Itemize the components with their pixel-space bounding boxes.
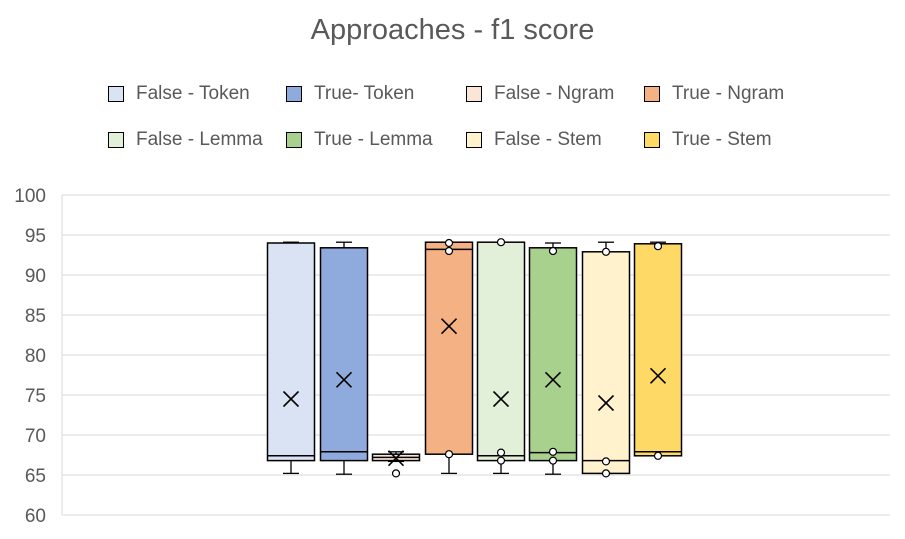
- legend-item-2: False - Ngram: [466, 83, 614, 105]
- box-4-outlier-2: [496, 456, 506, 465]
- box-5-mean-marker: [544, 371, 562, 388]
- box-5-outlier-2: [548, 456, 558, 465]
- legend-swatch: [466, 86, 482, 102]
- y-tick-label-2: 70: [25, 426, 46, 447]
- legend-item-0: False - Token: [108, 83, 250, 105]
- y-tick-label-7: 95: [25, 226, 46, 247]
- legend-label: True- Token: [314, 83, 415, 104]
- legend-label: True - Ngram: [672, 83, 785, 104]
- box-4-outlier-1: [496, 448, 506, 457]
- box-6-outlier-2: [601, 469, 611, 478]
- y-tick-label-4: 80: [25, 346, 46, 367]
- box-1-iqr: [319, 247, 369, 462]
- box-2-mean-marker: [387, 450, 405, 467]
- chart-title: Approaches - f1 score: [310, 14, 595, 46]
- y-tick-label-3: 75: [25, 386, 46, 407]
- box-6-iqr: [581, 251, 631, 475]
- box-7-outlier-0: [653, 242, 663, 251]
- legend-swatch: [466, 132, 482, 148]
- box-6-mean-marker: [597, 394, 615, 412]
- box-1-mean-marker: [335, 371, 353, 388]
- box-3-outlier-1: [444, 246, 454, 256]
- box-4-mean-marker: [492, 390, 510, 408]
- box-7-iqr: [633, 243, 683, 457]
- legend-item-1: True- Token: [286, 83, 414, 105]
- legend-swatch: [108, 86, 124, 102]
- box-0-iqr: [266, 242, 316, 462]
- box-7-outlier-1: [653, 451, 663, 460]
- box-3-outlier-2: [444, 450, 454, 459]
- box-3-iqr: [424, 241, 474, 455]
- legend-item-3: True - Ngram: [644, 83, 784, 105]
- legend-item-7: True - Stem: [644, 129, 772, 151]
- y-tick-label-0: 60: [25, 506, 46, 527]
- box-4-iqr: [476, 241, 526, 462]
- box-6-outlier-1: [601, 457, 611, 466]
- legend-label: False - Stem: [494, 129, 602, 150]
- legend-label: True - Stem: [672, 129, 772, 150]
- legend-item-5: True - Lemma: [286, 129, 433, 151]
- box-0-mean-marker: [282, 390, 300, 408]
- box-4-outlier-0: [496, 238, 506, 247]
- legend: False - Token True- Token False - Ngram Tru…: [0, 0, 905, 160]
- legend-swatch: [286, 132, 302, 148]
- box-3-outlier-0: [444, 238, 454, 248]
- box-7-mean-marker: [649, 367, 667, 384]
- box-3-mean-marker: [440, 318, 458, 335]
- legend-swatch: [644, 86, 660, 102]
- legend-swatch: [108, 132, 124, 148]
- legend-label: False - Ngram: [494, 83, 615, 104]
- box-5-outlier-0: [548, 246, 558, 256]
- box-5-outlier-1: [548, 447, 558, 456]
- y-tick-label-8: 100: [14, 186, 46, 207]
- y-tick-label-5: 85: [25, 306, 46, 327]
- y-tick-label-6: 90: [25, 266, 46, 287]
- y-tick-label-1: 65: [25, 466, 46, 487]
- legend-label: False - Token: [136, 83, 250, 104]
- legend-item-4: False - Lemma: [108, 129, 263, 151]
- box-6-outlier-0: [601, 247, 611, 256]
- legend-item-6: False - Stem: [466, 129, 602, 151]
- box-2-outlier-0: [391, 469, 401, 478]
- legend-swatch: [286, 86, 302, 102]
- box-5-iqr: [528, 247, 578, 462]
- legend-swatch: [644, 132, 660, 148]
- legend-label: True - Lemma: [314, 129, 433, 150]
- legend-label: False - Lemma: [136, 129, 263, 150]
